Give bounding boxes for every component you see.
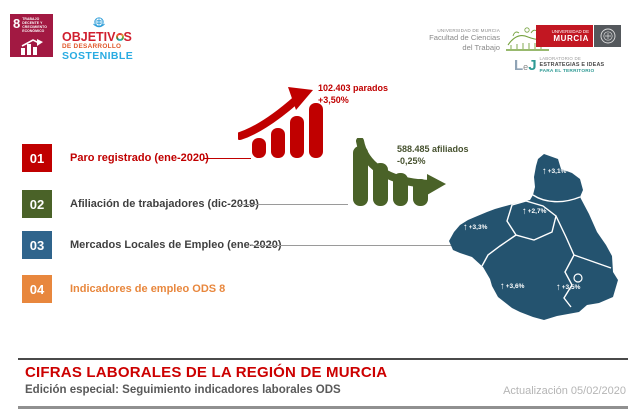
falling-bars-arrow-icon [353, 137, 446, 206]
page-title: CIFRAS LABORALES DE LA REGIÓN DE MURCIA [25, 364, 388, 381]
murcia-map-shape [449, 154, 618, 320]
um-line2: MURCIA [553, 33, 589, 43]
up-arrow-icon: ↑ [542, 166, 547, 177]
sdg-wordmark-post: S [123, 30, 132, 44]
sdg8-badge: 8 TRABAJO DECENTE Y CRECIMIENTO ECONÓMIC… [10, 14, 53, 57]
item-number-badge: 03 [22, 231, 52, 259]
university-of-murcia-logo: UNIVERSIDAD DE MURCIA [536, 25, 621, 47]
lei-letter-e: e [523, 61, 529, 72]
lei-icon: LeJ [514, 58, 537, 73]
sdg-wordmark-line2: DE DESARROLLO [62, 43, 122, 51]
connector-line-paro [203, 158, 251, 159]
connector-line-afiliacion [237, 204, 348, 205]
map-value: +2,7% [527, 208, 547, 216]
footer-top-rule [18, 358, 628, 360]
item-label: Paro registrado (ene-2020) [70, 152, 209, 164]
map-label-norte: ↑ +3,1% [542, 167, 566, 177]
lei-letter-t: J [528, 56, 537, 74]
afiliacion-bar-pictogram [347, 137, 452, 215]
sdg-wordmark-pre: OBJETIV [62, 30, 116, 44]
faculty-logo-text: UNIVERSIDAD DE MURCIA Facultad de Cienci… [420, 28, 500, 53]
faculty-line2: Facultad de Ciencias [429, 33, 500, 43]
item-number-badge: 01 [22, 144, 52, 172]
map-value: +3,3% [468, 224, 488, 232]
list-item-paro: 01 Paro registrado (ene-2020) [22, 144, 209, 172]
paro-value: 102.403 parados [318, 83, 389, 93]
list-item-indicadores: 04 Indicadores de empleo ODS 8 [22, 275, 225, 303]
footer-bottom-rule [18, 406, 628, 409]
afiliacion-change: -0,25% [397, 156, 426, 167]
sdg-wordmark-line3: SOSTENIBLE [62, 49, 134, 62]
item-number-badge: 02 [22, 190, 52, 218]
item-number-badge: 04 [22, 275, 52, 303]
faculty-line3: del Trabajo [462, 42, 500, 52]
map-label-sur: ↑ +3,6% [500, 282, 524, 292]
item-label: Afiliación de trabajadores (dic-2019) [70, 198, 259, 210]
up-arrow-icon: ↑ [463, 222, 468, 233]
map-label-noroeste: ↑ +3,3% [463, 223, 487, 233]
lei-line1: LABORATORIO DE [539, 56, 581, 61]
faculty-logo: UNIVERSIDAD DE MURCIA Facultad de Cienci… [420, 24, 551, 56]
lei-line2: ESTRATEGIAS E IDEAS [539, 61, 605, 68]
sdg8-number: 8 [13, 16, 21, 31]
sdg-color-wheel-icon [115, 33, 124, 41]
rising-bars-arrow-icon [236, 87, 323, 158]
lei-logo-text: LABORATORIO DE ESTRATEGIAS E IDEAS PARA … [540, 56, 605, 75]
map-label-sureste: ↑ +3,5% [556, 283, 580, 293]
paro-annotation: 102.403 parados +3,50% [318, 82, 388, 106]
lei-letter-l: L [514, 56, 524, 74]
item-label: Indicadores de empleo ODS 8 [70, 283, 226, 295]
map-label-centro: ↑ +2,7% [522, 207, 546, 217]
sdg-logo: OBJETIV S DE DESARROLLO SOSTENIBLE [62, 16, 148, 62]
map-value: +3,6% [505, 283, 525, 291]
murcia-region-map: ↑ +3,1% ↑ +2,7% ↑ +3,3% ↑ +3,6% ↑ +3,5% [448, 146, 626, 324]
list-item-mercados: 03 Mercados Locales de Empleo (ene-2020) [22, 231, 282, 259]
afiliacion-annotation: 588.485 afiliados -0,25% [397, 143, 469, 167]
up-arrow-icon: ↑ [556, 282, 561, 293]
un-emblem-icon [93, 17, 105, 28]
university-seal-icon [594, 25, 621, 47]
map-value: +3,1% [547, 168, 567, 176]
growth-chart-icon [21, 39, 43, 56]
sdg8-badge-header: 8 TRABAJO DECENTE Y CRECIMIENTO ECONÓMIC… [13, 17, 51, 33]
page-subtitle: Edición especial: Seguimiento indicadore… [25, 384, 341, 396]
update-date: Actualización 05/02/2020 [503, 385, 626, 397]
paro-bar-pictogram [236, 84, 338, 167]
item-label: Mercados Locales de Empleo (ene-2020) [70, 239, 282, 251]
afiliacion-value: 588.485 afiliados [397, 144, 469, 154]
lei-line3: PARA EL TERRITORIO [539, 68, 595, 74]
up-arrow-icon: ↑ [500, 281, 505, 292]
lei-logo: LeJ LABORATORIO DE ESTRATEGIAS E IDEAS P… [514, 56, 604, 75]
sdg-wordmark-line1: OBJETIV S [62, 30, 148, 44]
map-value: +3,5% [561, 284, 581, 292]
faculty-line1: UNIVERSIDAD DE MURCIA [437, 27, 500, 33]
sdg8-title: TRABAJO DECENTE Y CRECIMIENTO ECONÓMICO [22, 17, 48, 34]
up-arrow-icon: ↑ [522, 206, 527, 217]
um-logo-red-box: UNIVERSIDAD DE MURCIA [536, 25, 593, 47]
um-line1: UNIVERSIDAD DE [551, 28, 589, 34]
list-item-afiliacion: 02 Afiliación de trabajadores (dic-2019) [22, 190, 259, 218]
connector-line-mercados [251, 245, 452, 246]
paro-change: +3,50% [318, 95, 349, 106]
